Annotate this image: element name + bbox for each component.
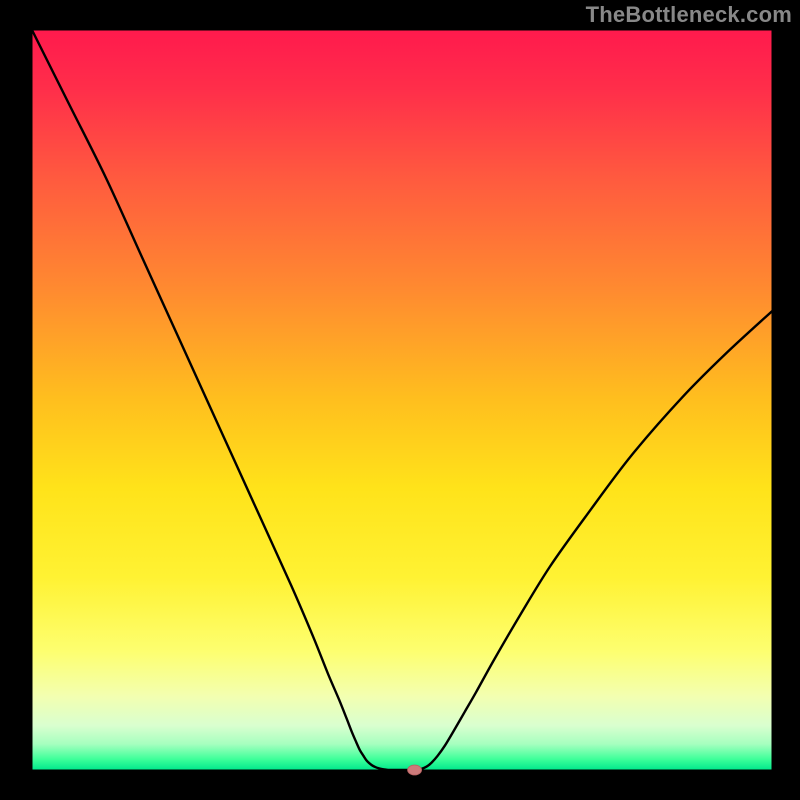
plot-area — [32, 30, 772, 770]
chart-svg — [0, 0, 800, 800]
watermark-text: TheBottleneck.com — [586, 2, 792, 28]
chart-container: TheBottleneck.com — [0, 0, 800, 800]
optimal-point-marker — [408, 765, 422, 775]
